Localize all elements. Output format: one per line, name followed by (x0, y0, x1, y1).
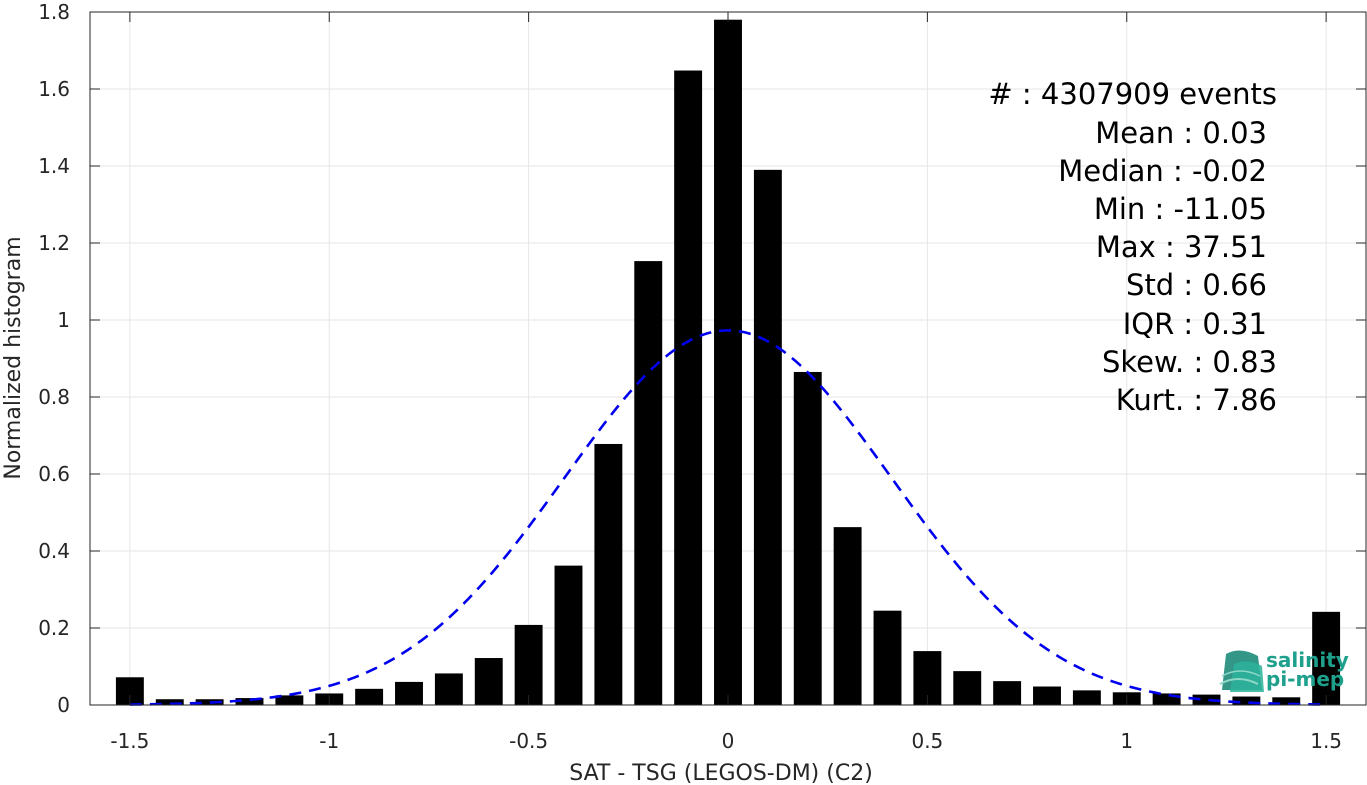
histogram-bar (235, 698, 264, 705)
histogram-bar (155, 699, 184, 705)
stats-std: Std : 0.66 (1126, 268, 1267, 302)
y-tick-label: 0.6 (38, 462, 70, 486)
histogram-bar (753, 169, 782, 706)
stats-kurt: Kurt. : 7.86 (1116, 383, 1277, 417)
histogram-bar (434, 673, 463, 705)
histogram-bar (1232, 696, 1261, 705)
histogram-bar (714, 19, 742, 705)
y-tick-label: 1.4 (38, 154, 70, 178)
stats-skew: Skew. : 0.83 (1102, 345, 1277, 379)
histogram-bar (1152, 693, 1181, 705)
logo-line1: salinity (1266, 648, 1349, 672)
salinity-pimep-logo: salinity pi-mep (1219, 648, 1349, 692)
stats-iqr: IQR : 0.31 (1123, 307, 1267, 341)
normal-fit-curve (129, 329, 1327, 706)
x-tick-label: 1 (1120, 729, 1133, 753)
x-tick-label: 0.5 (911, 729, 943, 753)
y-tick-label: 0.8 (38, 385, 70, 409)
histogram-bar (554, 565, 583, 705)
stats-annotations: # : 4307909 events Mean : 0.03 Median : … (988, 77, 1277, 417)
histogram-bar (953, 671, 982, 705)
y-tick-label: 0.2 (38, 616, 70, 640)
stats-max: Max : 37.51 (1096, 230, 1267, 264)
stats-mean: Mean : 0.03 (1095, 116, 1267, 150)
y-tick-label: 0 (57, 693, 70, 717)
x-tick-label: -1 (319, 729, 339, 753)
stats-count: # : 4307909 events (988, 77, 1277, 111)
histogram-bar (1072, 690, 1101, 705)
y-tick-label: 1.2 (38, 231, 70, 255)
y-tick-label: 0.4 (38, 539, 70, 563)
x-tick-label: -0.5 (509, 729, 548, 753)
stats-median: Median : -0.02 (1058, 154, 1267, 188)
histogram-bar (793, 371, 822, 705)
histogram-bar (873, 610, 902, 705)
stats-min: Min : -11.05 (1094, 192, 1267, 226)
histogram-bar (594, 443, 623, 705)
histogram-bar (474, 658, 503, 705)
histogram-bars (115, 19, 1341, 706)
wave-logo-icon (1219, 650, 1264, 692)
y-tick-label: 1.8 (38, 0, 70, 24)
logo-line2: pi-mep (1266, 667, 1344, 691)
histogram-bar (395, 681, 423, 705)
histogram-bar (514, 624, 543, 705)
histogram-bar (833, 527, 862, 705)
x-tick-label: 0 (722, 729, 735, 753)
histogram-bar (993, 681, 1022, 705)
x-tick-label: 1.5 (1310, 729, 1342, 753)
histogram-bar (275, 695, 304, 705)
histogram-bar (1312, 611, 1341, 705)
histogram-bar (1272, 697, 1301, 705)
histogram-bar (634, 261, 663, 705)
histogram-bar (674, 70, 703, 705)
histogram-bar (1192, 694, 1221, 705)
histogram-bar (195, 699, 224, 705)
y-tick-label: 1.6 (38, 77, 70, 101)
x-axis-label: SAT - TSG (LEGOS-DM) (C2) (569, 761, 873, 785)
histogram-bar (355, 688, 384, 705)
histogram-bar (1033, 686, 1061, 705)
y-axis-label: Normalized histogram (1, 236, 26, 479)
x-tick-label: -1.5 (110, 729, 149, 753)
y-tick-label: 1 (57, 308, 70, 332)
axis-ticks: -1.5 -1 -0.5 0 0.5 1 1.5 0 0.2 0.4 0.6 0.8 1 1.2 1.4 1.… (38, 0, 1366, 753)
